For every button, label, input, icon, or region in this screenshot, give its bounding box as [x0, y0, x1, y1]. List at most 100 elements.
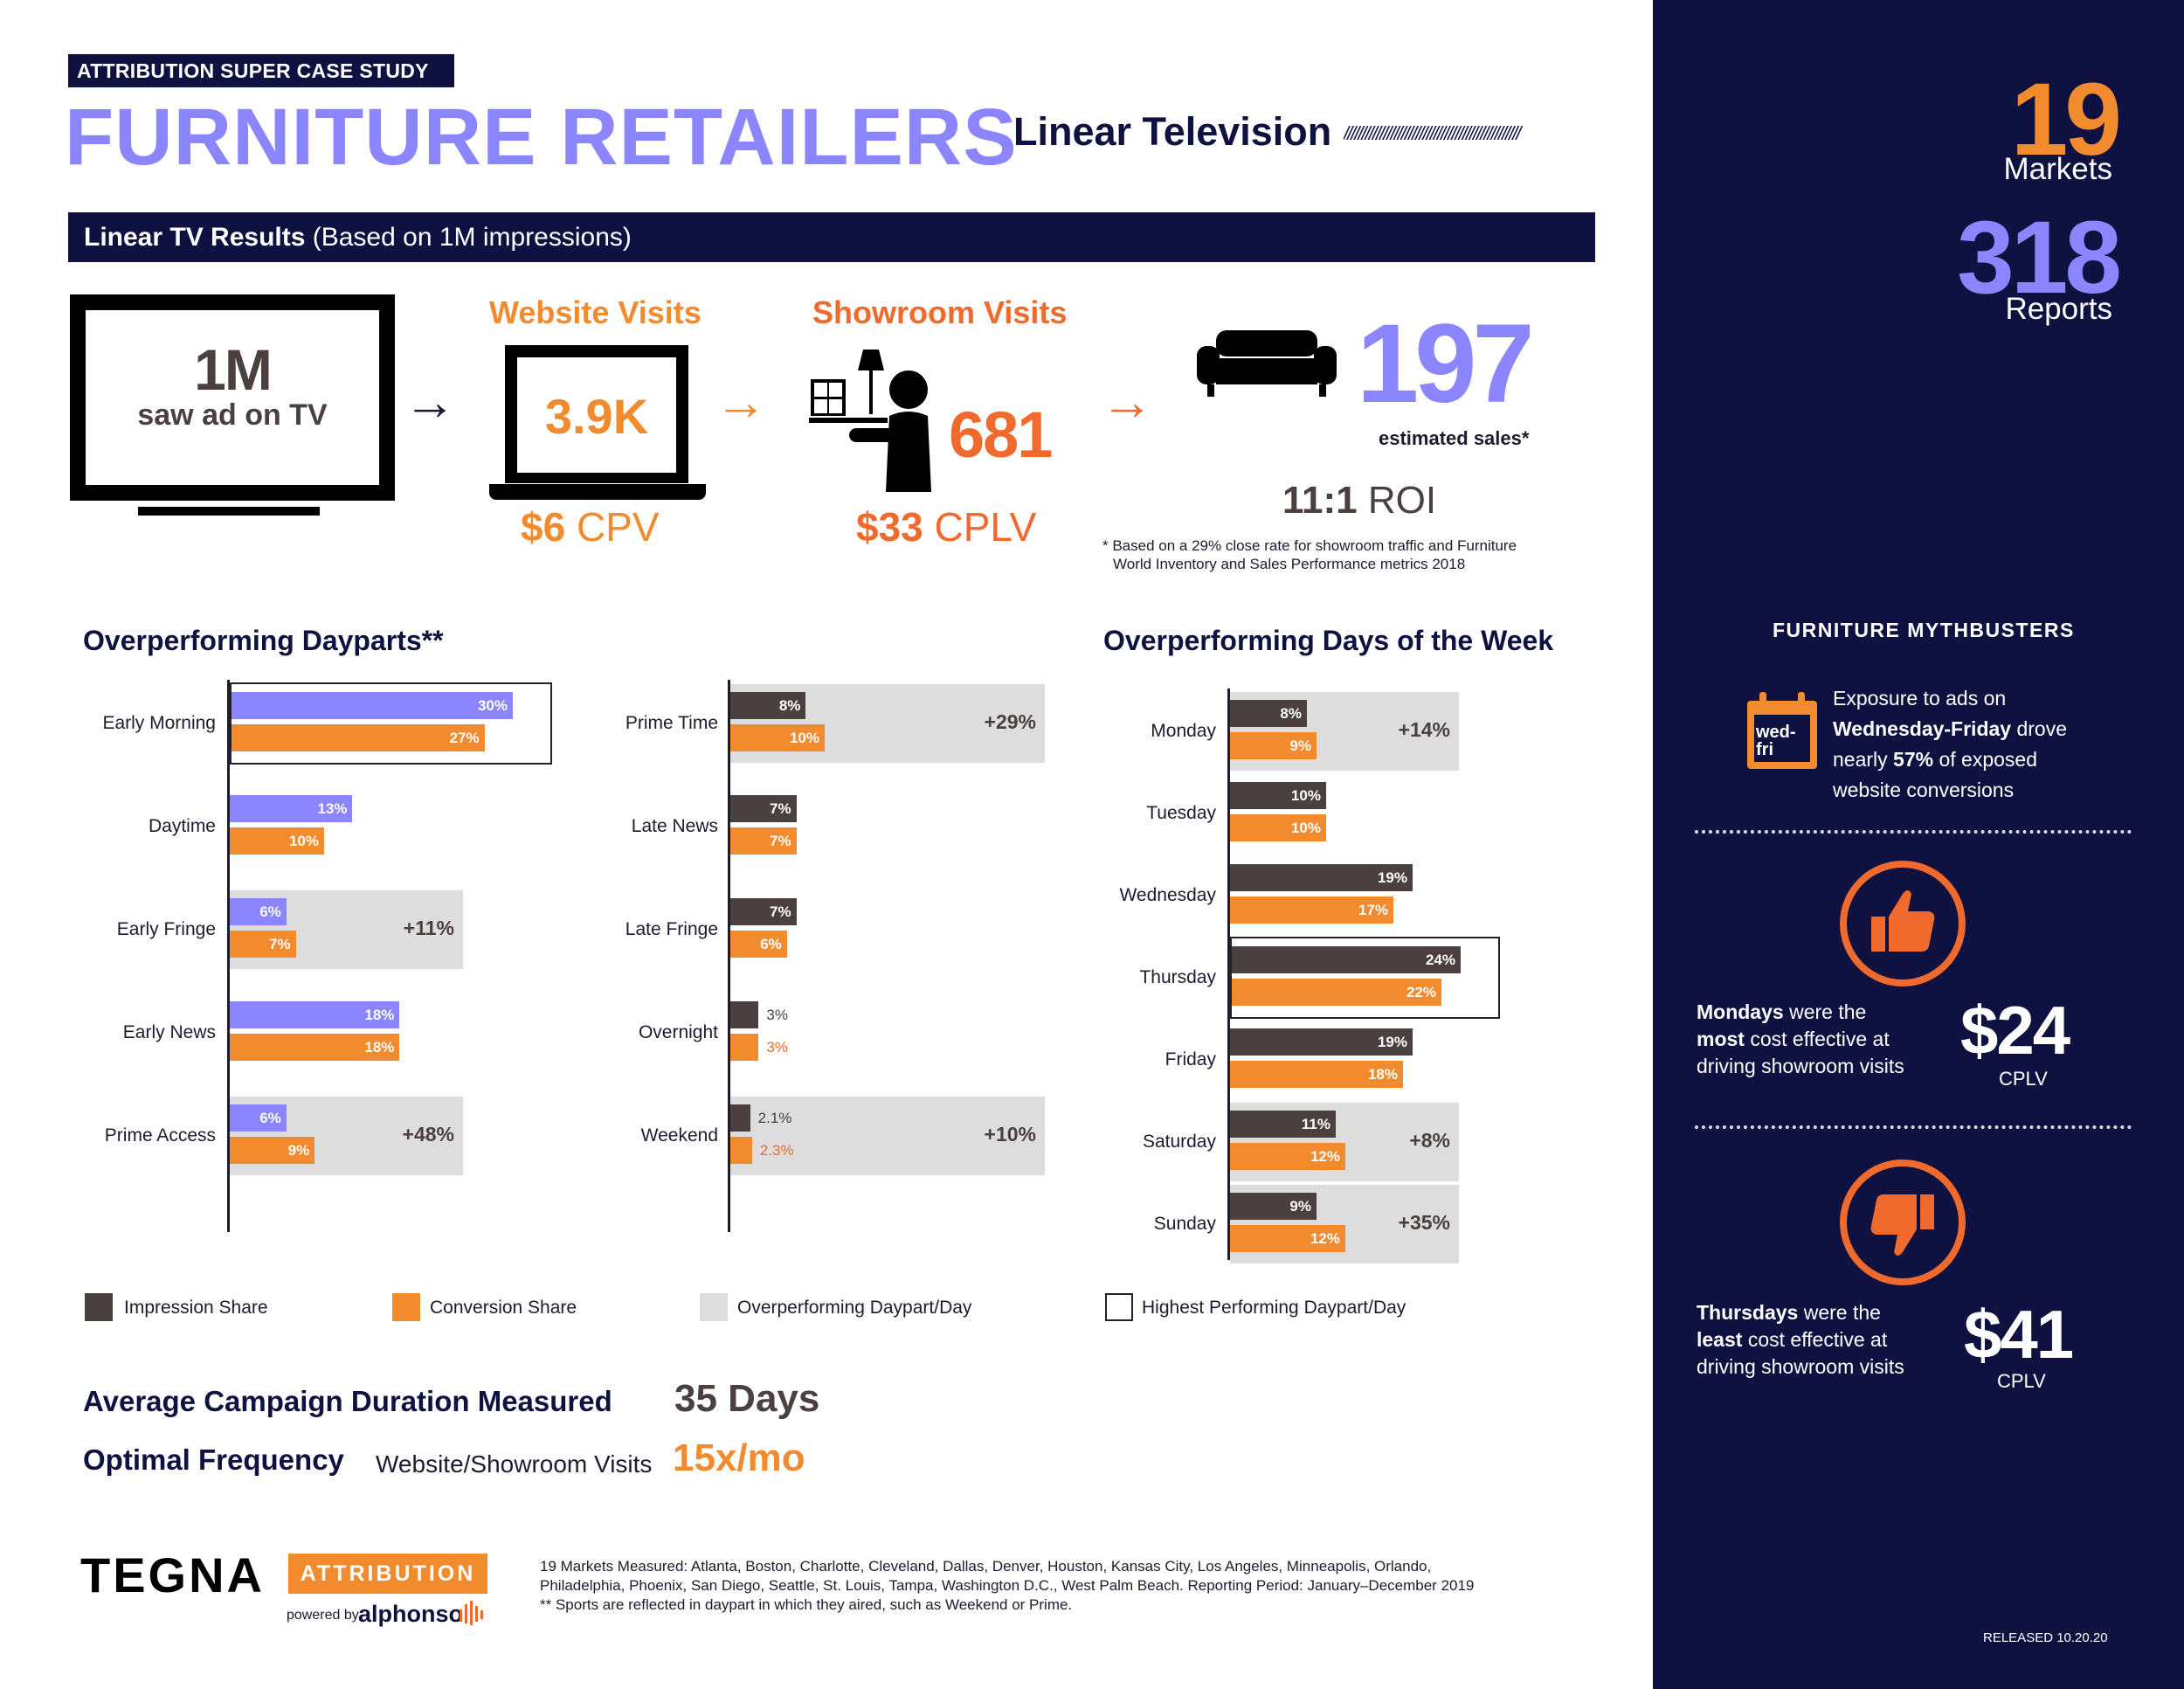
bar-series-2 — [230, 827, 324, 855]
website-visits-title: Website Visits — [489, 294, 702, 330]
bar-value-label: 2.1% — [757, 1110, 792, 1126]
bar-value-label: 9% — [1289, 1198, 1311, 1215]
days-of-week-title: Overperforming Days of the Week — [1103, 625, 1554, 656]
bar-series-2 — [1230, 1225, 1345, 1252]
frequency-label: Optimal Frequency — [83, 1443, 344, 1476]
bar-series-1 — [1230, 864, 1413, 891]
kicker-label: ATTRIBUTION SUPER CASE STUDY — [68, 54, 454, 87]
bar-value-label: 7% — [770, 800, 791, 817]
bar-series-2 — [730, 724, 825, 751]
myth-2-text: Mondays were the most cost effective at … — [1697, 999, 1904, 1080]
category-label: Wednesday — [1119, 885, 1216, 905]
bar-series-2 — [230, 931, 296, 958]
bar-value-label: 6% — [259, 903, 281, 920]
calendar-text-line-2: fri — [1756, 740, 1773, 759]
markets-footnote-line-2: Philadelphia, Phoenix, San Diego, Seattl… — [540, 1577, 1475, 1594]
bar-series-1 — [1230, 1028, 1413, 1056]
sidebar-panel: 19 Markets 318 Reports FURNITURE MYTHBUS… — [1653, 0, 2184, 1689]
showroom-cplv: $33 CPLV — [856, 503, 1036, 550]
bar-series-1 — [1230, 1111, 1336, 1138]
page-subtitle: Linear Television — [1013, 109, 1332, 154]
legend-swatch-impression — [85, 1293, 113, 1321]
bar-value-label: 27% — [449, 730, 480, 746]
bar-series-1 — [230, 1104, 287, 1132]
bar-series-1 — [1230, 1193, 1317, 1220]
showroom-person-icon — [809, 350, 931, 492]
showroom-cplv-value: $33 — [856, 504, 923, 550]
category-label: Overnight — [638, 1022, 718, 1042]
calendar-text: wed- fri — [1756, 723, 1796, 758]
arrow-1: → — [404, 372, 456, 431]
bar-series-1 — [730, 898, 797, 925]
bar-value-label: 10% — [1290, 820, 1321, 836]
sales-footnote-line-1: * Based on a 29% close rate for showroom… — [1102, 537, 1517, 554]
calendar-text-line-1: wed- — [1756, 723, 1796, 742]
bar-value-label: 10% — [789, 730, 819, 746]
bar-series-1 — [730, 795, 797, 822]
category-label: Prime Access — [104, 1125, 216, 1146]
bar-value-label: 10% — [288, 833, 319, 849]
bar-series-2 — [1230, 979, 1441, 1006]
markets-footnote-line-3: ** Sports are reflected in daypart in wh… — [540, 1596, 1073, 1613]
myth-1-line-4: website conversions — [1833, 779, 2015, 801]
myth-3-line-2: least cost effective at — [1697, 1328, 1888, 1351]
uplift-label: +8% — [1409, 1129, 1450, 1152]
bar-value-label: 8% — [1280, 705, 1302, 722]
category-label: Monday — [1151, 721, 1216, 741]
laptop-icon — [505, 345, 688, 483]
myth-2-price-label: CPLV — [1999, 1068, 2048, 1090]
category-label: Early Morning — [102, 713, 216, 733]
tv-icon — [70, 294, 395, 501]
mythbusters-title: FURNITURE MYTHBUSTERS — [1773, 619, 2075, 641]
uplift-label: +10% — [984, 1123, 1036, 1146]
bar-series-1 — [230, 1001, 400, 1028]
markets-footnote-line-1: 19 Markets Measured: Atlanta, Boston, Ch… — [540, 1558, 1432, 1575]
bar-series-1 — [730, 692, 806, 719]
myth-3-line-1: Thursdays were the — [1697, 1301, 1881, 1324]
calendar-icon — [1747, 692, 1817, 769]
category-label: Sunday — [1153, 1214, 1216, 1234]
bar-value-label: 30% — [477, 697, 508, 714]
bar-value-label: 19% — [1377, 1034, 1407, 1050]
myth-1-line-1: Exposure to ads on — [1833, 687, 2007, 710]
arrow-3: → — [1101, 372, 1153, 431]
bar-value-label: 10% — [1290, 787, 1321, 804]
overperforming-band — [730, 1097, 1045, 1175]
markets-footnote: 19 Markets Measured: Atlanta, Boston, Ch… — [540, 1557, 1474, 1615]
bar-value-label: 9% — [1289, 737, 1311, 754]
roi-unit: ROI — [1357, 479, 1437, 522]
released-date: RELEASED 10.20.20 — [1983, 1630, 2108, 1645]
myth-2-price: $24 — [1960, 992, 2070, 1069]
showroom-visits-value: 681 — [949, 398, 1053, 471]
legend-impression: Impression Share — [124, 1298, 268, 1318]
website-visits-value: 3.9K — [544, 389, 649, 444]
category-label: Friday — [1165, 1049, 1216, 1069]
bar-series-1 — [1230, 782, 1326, 809]
tegna-logo: TEGNA — [80, 1547, 265, 1602]
legend-swatch-highest — [1105, 1293, 1133, 1321]
bar-series-2 — [230, 1137, 315, 1164]
bar-series-2 — [1230, 732, 1317, 759]
legend-highest: Highest Performing Daypart/Day — [1142, 1298, 1406, 1318]
bar-series-1 — [1230, 946, 1461, 973]
myth-1-line-3: nearly 57% of exposed — [1833, 748, 2038, 771]
myth-2-line-3: driving showroom visits — [1697, 1055, 1904, 1077]
estimated-sales-value: 197 — [1357, 301, 1535, 426]
bar-series-1 — [730, 1104, 750, 1132]
bar-value-label: 6% — [760, 936, 782, 952]
bar-value-label: 22% — [1406, 984, 1436, 1000]
myth-3-line-3: driving showroom visits — [1697, 1355, 1904, 1378]
uplift-label: +14% — [1398, 718, 1450, 741]
myth-2-line-1: Mondays were the — [1697, 1000, 1867, 1023]
thumbs-down-icon — [1840, 1159, 1966, 1285]
alphonso-logo: alphonso — [358, 1601, 463, 1627]
category-label: Early News — [122, 1022, 216, 1042]
markets-count: 19 — [2010, 62, 2122, 177]
uplift-label: +48% — [402, 1123, 454, 1146]
bar-value-label: 24% — [1425, 952, 1455, 968]
uplift-label: +35% — [1398, 1211, 1450, 1234]
results-banner: Linear TV Results (Based on 1M impressio… — [68, 212, 1595, 262]
thumbs-up-icon — [1840, 861, 1966, 986]
bar-value-label: 11% — [1301, 1116, 1330, 1132]
bar-value-label: 19% — [1377, 869, 1407, 886]
